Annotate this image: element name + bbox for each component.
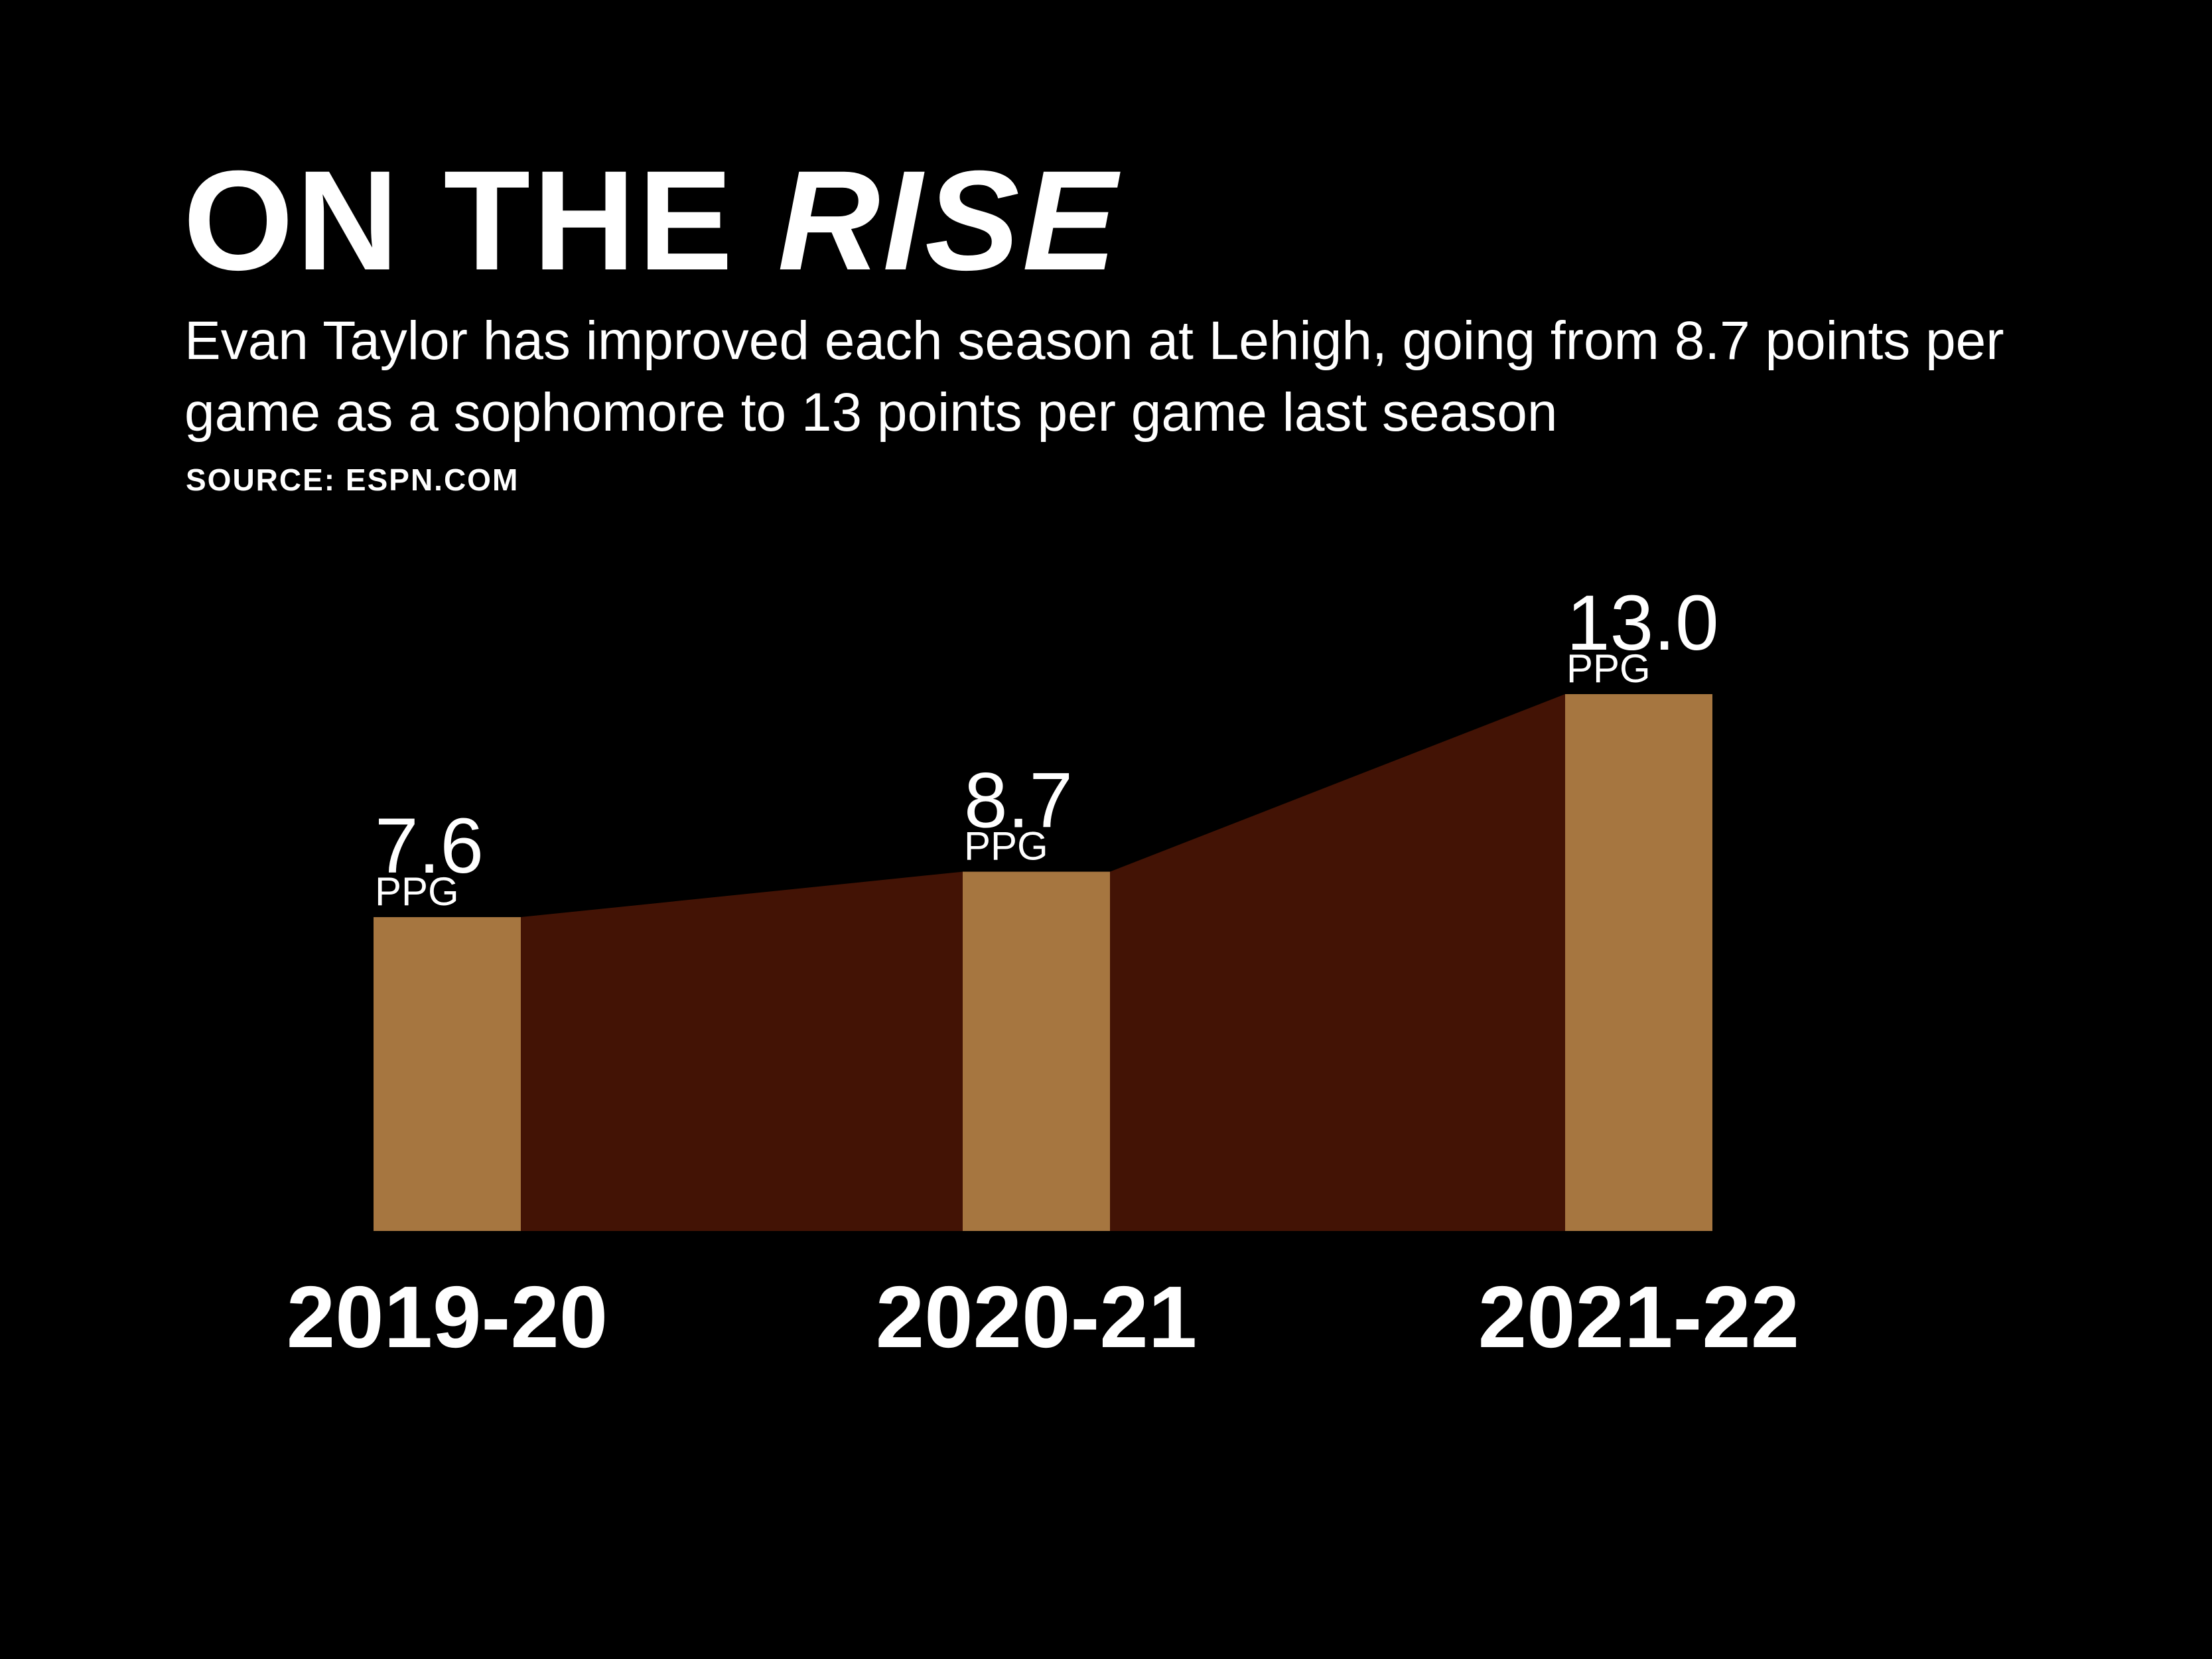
bar-unit-label: PPG [1566, 646, 1651, 691]
bar-value-label: 8.7 [964, 757, 1073, 845]
bar-value-label: 13.0 [1566, 579, 1719, 667]
chart-subtitle: Evan Taylor has improved each season at … [184, 311, 2004, 443]
chart-source: SOURCE: ESPN.COM [186, 463, 519, 497]
connecting-area [1110, 694, 1565, 1231]
x-axis-tick-label: 2019-20 [287, 1268, 608, 1366]
x-axis-tick-label: 2021-22 [1478, 1268, 1799, 1366]
bar [963, 871, 1110, 1231]
bar-unit-label: PPG [375, 869, 459, 914]
bar [374, 917, 521, 1231]
bar-value-label: 7.6 [375, 802, 484, 890]
connecting-area [521, 871, 963, 1231]
x-axis-tick-label: 2020-21 [876, 1268, 1197, 1366]
title-emphasis: RISE [777, 141, 1120, 300]
chart-title: ON THE RISE [183, 150, 1119, 292]
bar-unit-label: PPG [964, 824, 1048, 869]
bar [1565, 694, 1712, 1231]
title-main: ON THE [183, 141, 778, 300]
